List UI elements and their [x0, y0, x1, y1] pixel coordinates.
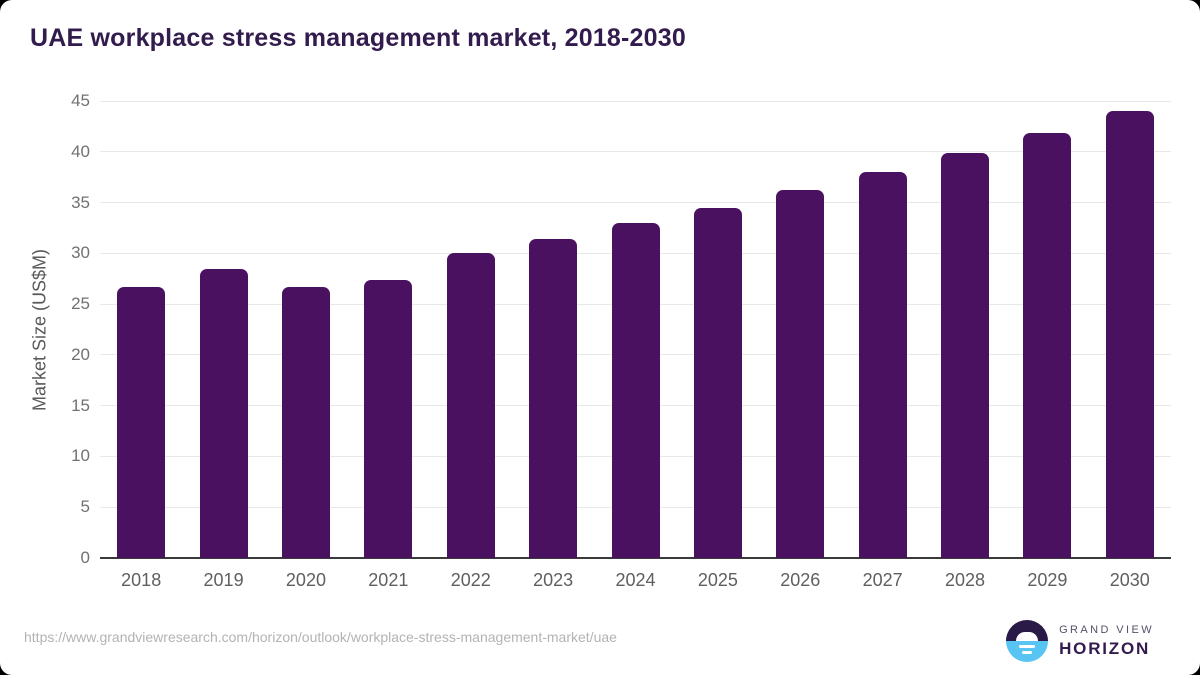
- x-axis-line: [100, 557, 1171, 559]
- bar: [446, 253, 495, 558]
- source-url: https://www.grandviewresearch.com/horizo…: [24, 629, 617, 645]
- bar: [199, 268, 248, 558]
- gridline: [100, 100, 1171, 102]
- y-tick-label: 0: [80, 548, 90, 567]
- y-tick-label: 10: [71, 446, 90, 466]
- bar: [941, 152, 990, 558]
- x-tick-label: 2028: [945, 570, 986, 590]
- bar: [117, 286, 166, 558]
- x-tick-label: 2023: [533, 570, 574, 590]
- grandview-horizon-logo: GRAND VIEW HORIZON: [1006, 620, 1154, 662]
- x-tick-label: 2026: [780, 570, 821, 590]
- y-tick-label: 30: [71, 243, 90, 263]
- gridline: [100, 151, 1171, 153]
- x-tick-label: 2027: [862, 570, 903, 590]
- bar: [529, 239, 578, 558]
- x-tick-label: 2029: [1027, 570, 1068, 590]
- y-tick-label: 35: [71, 192, 90, 212]
- bar: [1105, 111, 1154, 558]
- x-tick-label: 2022: [450, 570, 491, 590]
- chart-title: UAE workplace stress management market, …: [30, 24, 686, 52]
- x-tick-label: 2024: [615, 570, 656, 590]
- bar: [281, 286, 330, 558]
- bar: [858, 172, 907, 558]
- sun-ray-line-2: [1022, 651, 1033, 654]
- bar: [364, 279, 413, 558]
- bar: [1023, 133, 1072, 558]
- x-tick-label: 2018: [121, 570, 162, 590]
- bar: [611, 222, 660, 558]
- gridline: [100, 202, 1171, 204]
- x-tick-label: 2020: [285, 570, 326, 590]
- y-tick-label: 20: [71, 344, 90, 364]
- logo-text: GRAND VIEW HORIZON: [1059, 624, 1154, 659]
- x-tick-label: 2019: [203, 570, 244, 590]
- y-tick-label: 5: [80, 497, 90, 517]
- sun-ray-line-1: [1019, 645, 1036, 648]
- logo-horizon-text: HORIZON: [1059, 638, 1151, 658]
- y-tick-label: 15: [71, 395, 90, 415]
- y-tick-label: 40: [71, 141, 90, 161]
- x-tick-label: 2021: [368, 570, 409, 590]
- logo-grand-view-text: GRAND VIEW: [1059, 623, 1154, 636]
- x-tick-label: 2025: [697, 570, 738, 590]
- bar: [693, 207, 742, 558]
- y-tick-label: 25: [71, 294, 90, 314]
- x-tick-label: 2030: [1109, 570, 1150, 590]
- bar: [776, 190, 825, 558]
- sun-dome-shape: [1016, 632, 1039, 641]
- horizon-sun-icon: [1006, 620, 1049, 662]
- y-tick-label: 45: [71, 91, 90, 110]
